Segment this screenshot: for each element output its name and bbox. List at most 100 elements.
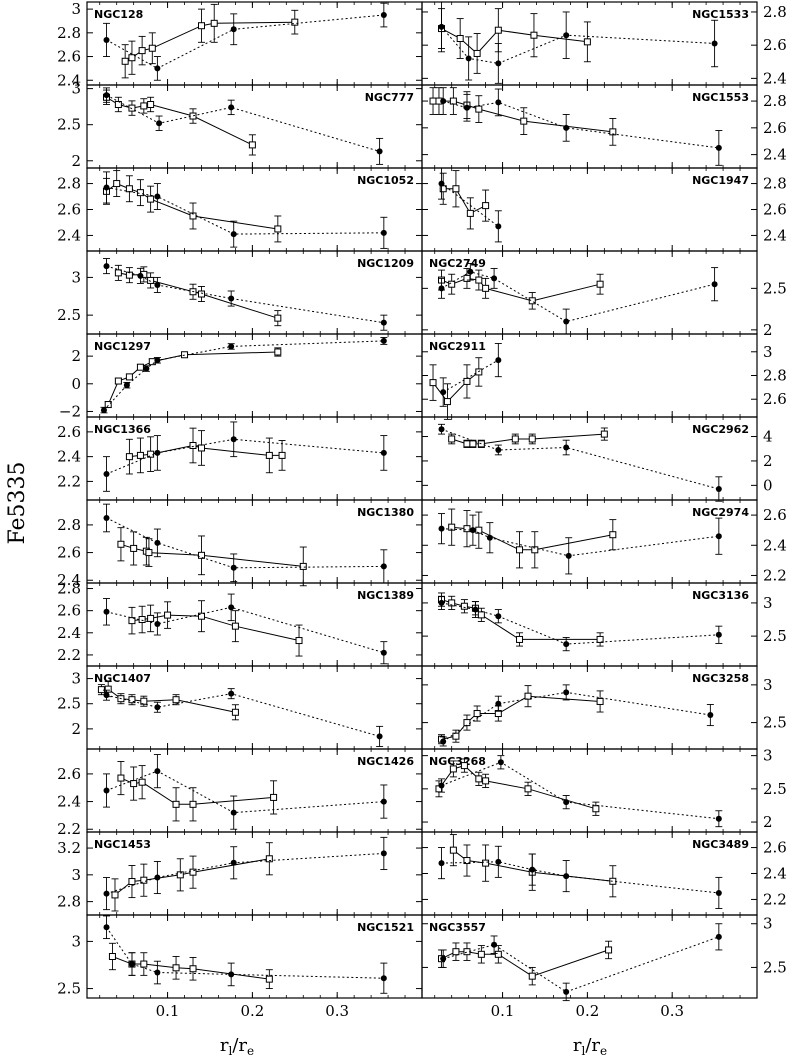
panel-ngc3557: 0.1 0.2 0.3 2.5 3 NGC3557 xyxy=(421,914,787,1020)
data-point-circle xyxy=(230,26,237,33)
data-point-square xyxy=(130,544,138,552)
series-filled-circles xyxy=(438,845,723,909)
data-point-circle xyxy=(495,858,502,865)
y-tick-label: 2.4 xyxy=(763,536,787,554)
data-point-square xyxy=(609,531,617,539)
data-point-square xyxy=(138,778,146,786)
data-point-square xyxy=(452,948,460,956)
series-open-squares xyxy=(438,685,604,745)
y-tick-label: 2 xyxy=(763,321,773,339)
data-point-square xyxy=(592,805,600,813)
series-open-squares xyxy=(103,170,282,243)
data-point-square xyxy=(136,451,144,459)
data-point-square xyxy=(449,97,457,105)
dotted-line xyxy=(106,265,384,324)
data-point-square xyxy=(511,435,519,443)
y-tick-label: 2.6 xyxy=(57,201,81,219)
y-tick-label: 2.5 xyxy=(763,627,787,645)
data-point-circle xyxy=(711,40,718,47)
panel-ngc1297: −2 0 2 NGC1297 xyxy=(59,333,423,420)
y-tick-label: 2.2 xyxy=(57,820,81,838)
panel-ngc1380: 2.4 2.6 2.8 NGC1380 xyxy=(57,499,423,589)
y-tick-label: 2.6 xyxy=(57,602,81,620)
y-tick-label: 2.6 xyxy=(763,36,787,54)
y-tick-label: 2.8 xyxy=(763,3,787,21)
dotted-line xyxy=(441,183,499,227)
panel-ngc128: 2.4 2.6 2.8 3 NGC128 xyxy=(57,0,423,89)
series-open-squares xyxy=(104,347,282,409)
data-point-square xyxy=(189,441,197,449)
y-tick-label: 4 xyxy=(763,428,773,446)
data-point-circle xyxy=(103,692,110,699)
data-point-square xyxy=(429,97,437,105)
data-point-square xyxy=(128,696,136,704)
data-point-square xyxy=(121,57,129,65)
panel-name: NGC1521 xyxy=(357,921,414,934)
data-point-square xyxy=(516,635,524,643)
data-point-circle xyxy=(154,193,161,200)
data-point-square xyxy=(528,435,536,443)
data-point-circle xyxy=(154,969,161,976)
data-point-circle xyxy=(565,552,572,559)
data-point-square xyxy=(125,185,133,193)
data-point-square xyxy=(128,878,136,886)
series-filled-circles xyxy=(103,915,388,994)
data-point-circle xyxy=(715,486,722,493)
data-point-circle xyxy=(143,365,150,372)
data-point-square xyxy=(463,719,471,727)
data-point-circle xyxy=(495,99,502,106)
series-filled-circles xyxy=(103,171,388,249)
data-point-square xyxy=(108,953,116,960)
data-point-square xyxy=(443,398,451,406)
y-tick-label: 2.8 xyxy=(57,893,81,911)
series-open-squares xyxy=(117,527,307,587)
data-point-square xyxy=(147,276,155,284)
data-point-circle xyxy=(103,470,110,477)
data-point-circle xyxy=(230,436,237,443)
series-filled-circles xyxy=(103,258,388,331)
data-point-square xyxy=(278,451,286,459)
x-tick-label: 0.3 xyxy=(660,1002,684,1020)
series-filled-circles xyxy=(103,87,384,165)
svg-text:rl/re: rl/re xyxy=(573,1035,607,1058)
y-tick-label: 2.4 xyxy=(763,865,787,883)
data-point-circle xyxy=(103,787,110,794)
series-open-squares xyxy=(438,940,613,986)
data-point-circle xyxy=(154,620,161,627)
data-point-square xyxy=(114,377,122,385)
data-point-circle xyxy=(380,649,387,656)
data-point-circle xyxy=(103,92,110,99)
data-point-square xyxy=(210,19,218,27)
series-filled-circles xyxy=(103,2,388,81)
data-point-square xyxy=(197,551,205,559)
data-point-square xyxy=(148,358,156,366)
dotted-line xyxy=(106,927,384,979)
data-point-circle xyxy=(103,608,110,615)
series-filled-circles xyxy=(103,688,384,747)
svg-text:rl/re: rl/re xyxy=(220,1035,254,1058)
panel-ngc1521: 0.1 0.2 0.3 2.5 3 NGC1521 xyxy=(57,914,423,1020)
data-point-square xyxy=(274,314,282,322)
data-point-circle xyxy=(711,281,718,288)
data-point-square xyxy=(429,379,437,387)
data-point-square xyxy=(104,685,112,693)
x-tick-label: 0.2 xyxy=(575,1002,599,1020)
data-point-circle xyxy=(438,525,445,532)
dotted-line xyxy=(442,359,499,393)
data-point-circle xyxy=(154,65,161,72)
data-point-square xyxy=(494,26,502,34)
y-tick-label: 2.6 xyxy=(57,48,81,66)
data-point-square xyxy=(463,440,471,448)
panel-ngc3136: 2.5 3 NGC3136 xyxy=(421,582,787,667)
panel-frame xyxy=(421,914,758,999)
data-point-circle xyxy=(438,426,445,433)
dotted-line xyxy=(441,271,715,323)
series-filled-circles xyxy=(103,836,388,911)
data-point-square xyxy=(125,271,133,279)
data-point-circle xyxy=(715,533,722,540)
x-tick-label: 0.1 xyxy=(491,1002,515,1020)
data-point-square xyxy=(114,269,122,277)
series-open-squares xyxy=(97,681,239,721)
data-point-circle xyxy=(154,768,161,775)
data-point-circle xyxy=(103,263,110,270)
